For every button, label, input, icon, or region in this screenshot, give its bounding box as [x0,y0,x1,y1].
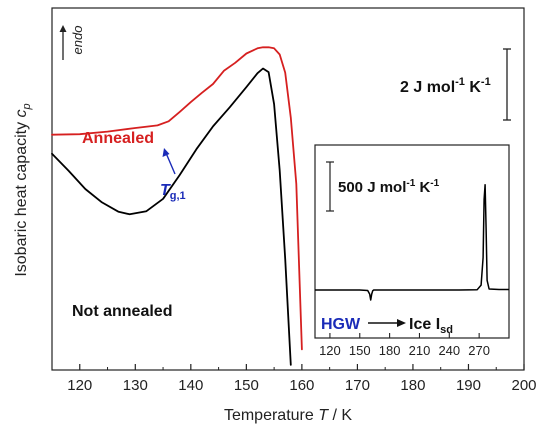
series-line-not-annealed [51,67,292,366]
inset-x-tick-label: 180 [379,343,401,358]
main-series-lines [51,46,303,366]
inset-ice-label: Ice Isd [409,316,453,336]
inset-transition-arrow-head [397,319,406,327]
main-plot-frame [51,7,525,371]
main-x-tick-label: 140 [178,377,203,394]
main-x-tick-label: 200 [511,377,536,394]
main-x-tick-label: 190 [456,377,481,394]
y-axis-title: Isobaric heat capacity cp [13,103,33,276]
inset-chart: 120 150 180 210 240 270 500 J mol-1 K-1 HGW I… [314,144,510,358]
main-x-tick-label: 180 [400,377,425,394]
tg-label: Tg,1 [160,182,186,202]
inset-x-tick-label: 240 [438,343,460,358]
main-x-ticks [51,364,525,370]
endo-label: endo [70,26,85,55]
inset-scale-bar: 500 J mol-1 K-1 [326,161,440,212]
x-axis-title: Temperature T / K [224,407,352,424]
inset-x-tick-label: 210 [409,343,431,358]
main-x-tick-label: 170 [345,377,370,394]
inset-series-line [315,183,509,301]
not-annealed-label: Not annealed [72,303,172,320]
tg-arrow-line [165,152,176,175]
main-x-tick-label: 130 [123,377,148,394]
inset-series-lines [315,183,509,301]
tg-annotation: Tg,1 [160,148,186,202]
main-x-tick-label: 160 [289,377,314,394]
inset-transition-annotation: HGW Ice Isd [321,316,453,336]
main-x-tick-labels: 120 130 140 150 160 170 180 190 200 [67,377,536,394]
inset-scale-bar-label: 500 J mol-1 K-1 [338,178,440,196]
endo-arrow-indicator: endo [59,25,85,60]
tg-arrow-head [162,148,170,157]
inset-x-tick-label: 270 [468,343,490,358]
inset-x-ticks [329,333,480,338]
main-x-tick-label: 150 [234,377,259,394]
inset-x-tick-label: 120 [319,343,341,358]
annealed-label: Annealed [82,130,154,147]
inset-hgw-label: HGW [321,316,361,333]
main-scale-bar: 2 J mol-1 K-1 [400,48,511,121]
inset-x-tick-label: 150 [349,343,371,358]
main-x-tick-label: 120 [67,377,92,394]
series-line-annealed [51,46,303,351]
main-scale-bar-label: 2 J mol-1 K-1 [400,76,491,96]
inset-plot-frame [314,144,510,339]
inset-x-tick-labels: 120 150 180 210 240 270 [319,343,490,358]
endo-arrow-head [59,25,67,32]
